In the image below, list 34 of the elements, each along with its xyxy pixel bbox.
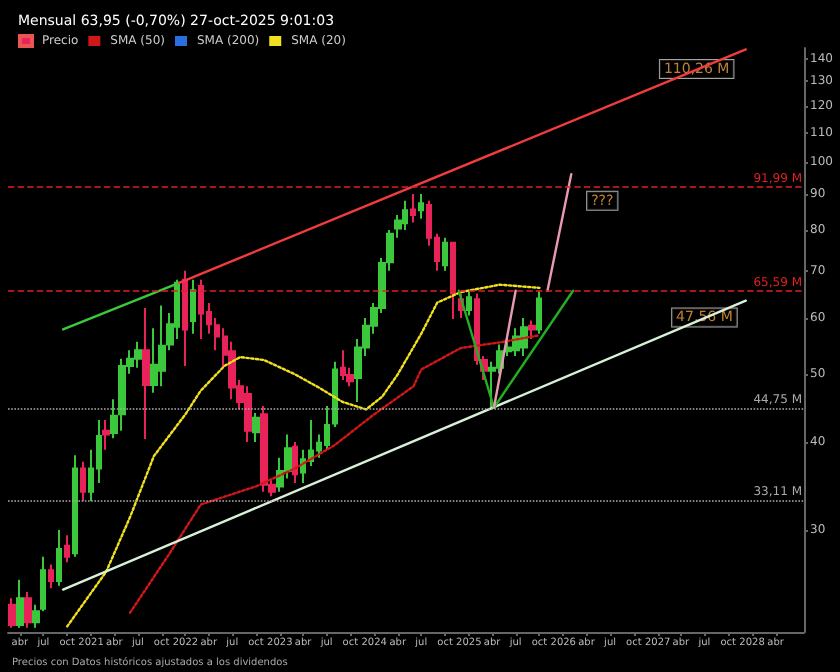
candlestick bbox=[410, 192, 416, 224]
candlestick bbox=[158, 304, 166, 388]
candlestick bbox=[536, 290, 542, 335]
candlestick bbox=[80, 460, 86, 502]
candlestick bbox=[102, 418, 110, 451]
candlestick bbox=[402, 199, 408, 231]
candlestick bbox=[340, 349, 346, 381]
candlestick bbox=[56, 529, 62, 587]
candlestick bbox=[260, 405, 268, 493]
candlestick bbox=[48, 563, 54, 590]
candlestick bbox=[198, 278, 204, 341]
candlestick bbox=[418, 192, 424, 220]
line-series bbox=[128, 334, 541, 614]
candlestick bbox=[252, 411, 260, 444]
candlestick bbox=[64, 534, 70, 564]
candlestick bbox=[466, 290, 472, 317]
candlestick bbox=[118, 357, 126, 432]
candlestick bbox=[134, 340, 142, 369]
candlestick bbox=[450, 240, 456, 321]
candlestick bbox=[142, 306, 150, 440]
candlestick bbox=[292, 441, 298, 484]
candlestick bbox=[244, 385, 252, 444]
candlestick bbox=[520, 316, 528, 357]
candlestick bbox=[8, 597, 16, 629]
candlestick bbox=[528, 319, 536, 341]
candlestick bbox=[24, 591, 32, 629]
candlestick bbox=[332, 360, 338, 429]
candlestick bbox=[190, 278, 196, 335]
candlestick bbox=[442, 236, 448, 272]
line-series bbox=[66, 283, 541, 628]
candlestick bbox=[182, 269, 188, 367]
candlestick bbox=[324, 405, 330, 451]
candlestick bbox=[16, 578, 24, 629]
candlestick bbox=[72, 454, 78, 558]
